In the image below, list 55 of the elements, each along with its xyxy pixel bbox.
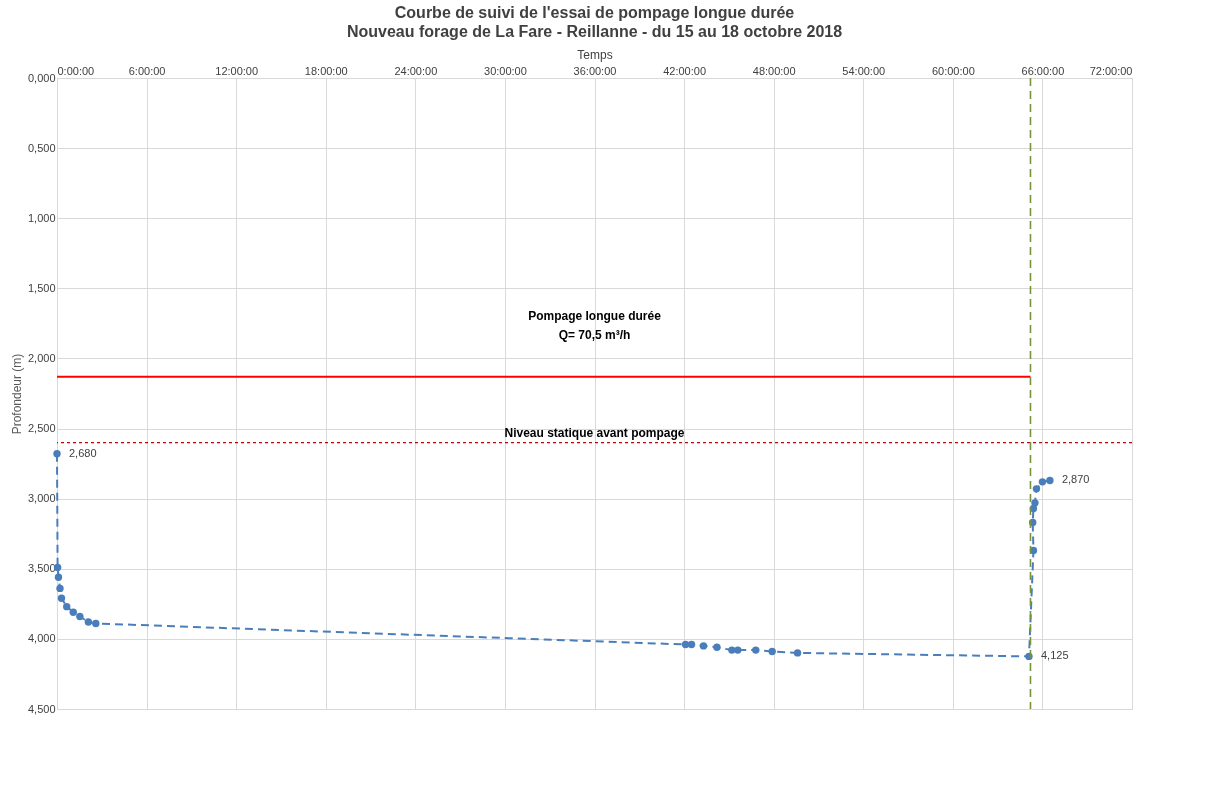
point <box>63 602 71 611</box>
point <box>768 647 776 656</box>
x-tick-label: 42:00:00 <box>663 64 706 77</box>
y-tick-label: 3,500 <box>27 562 56 575</box>
data-label: 2,870 <box>1061 473 1090 486</box>
point <box>57 594 66 602</box>
point <box>793 649 802 657</box>
y-tick-label: 0,000 <box>27 71 56 84</box>
point <box>54 573 63 581</box>
y-tick-label: 3,000 <box>27 492 56 505</box>
chart-subtitle: Nouveau forage de La Fare - Reillanne - du 15 au 18 octobre 2018 <box>346 23 843 40</box>
y-tick-label: 0,500 <box>27 141 56 154</box>
annotation: Q= 70,5 m³/h <box>558 328 631 342</box>
point <box>681 640 690 649</box>
x-tick-label: 72:00:00 <box>1089 64 1133 77</box>
x-tick-label: 36:00:00 <box>573 64 617 77</box>
y-tick-label: 4,000 <box>27 632 56 645</box>
y-axis-title: Profondeur (m) <box>9 353 24 435</box>
point <box>1032 485 1041 493</box>
x-tick-label: 18:00:00 <box>304 64 348 77</box>
point <box>56 584 64 593</box>
point <box>76 612 84 621</box>
point <box>734 646 742 654</box>
y-tick-label: 2,000 <box>27 351 56 364</box>
point <box>1031 499 1039 507</box>
point <box>84 618 93 626</box>
point <box>713 643 721 651</box>
x-axis-title: Temps <box>577 47 613 62</box>
data-label: 2,680 <box>69 446 97 459</box>
point <box>1038 478 1047 486</box>
point <box>92 619 100 628</box>
annotation: Pompage longue durée <box>528 309 662 323</box>
y-tick-label: 2,500 <box>27 422 56 435</box>
point <box>752 646 760 654</box>
point <box>1046 476 1054 485</box>
y-tick-label: 1,000 <box>27 211 56 224</box>
point <box>687 640 696 649</box>
point <box>1029 546 1038 555</box>
point <box>69 608 77 616</box>
point <box>699 642 708 650</box>
x-tick-label: 30:00:00 <box>484 64 527 77</box>
x-tick-label: 66:00:00 <box>1021 64 1065 77</box>
x-tick-label: 60:00:00 <box>931 64 975 77</box>
chart-title: Courbe de suivi de l'essai de pompage longue durée <box>394 4 795 21</box>
x-tick-label: 24:00:00 <box>394 64 438 77</box>
x-tick-label: 0:00:00 <box>57 64 95 77</box>
x-tick-label: 6:00:00 <box>128 64 166 77</box>
x-tick-label: 54:00:00 <box>842 64 886 77</box>
y-tick-label: 1,500 <box>27 281 56 294</box>
y-tick-label: 4,500 <box>27 702 56 715</box>
x-tick-label: 12:00:00 <box>215 64 259 77</box>
point <box>53 450 61 458</box>
data-label: 4,125 <box>1040 649 1069 662</box>
ref-line-label: Niveau statique avant pompage <box>504 425 685 440</box>
x-tick-label: 48:00:00 <box>752 64 796 77</box>
